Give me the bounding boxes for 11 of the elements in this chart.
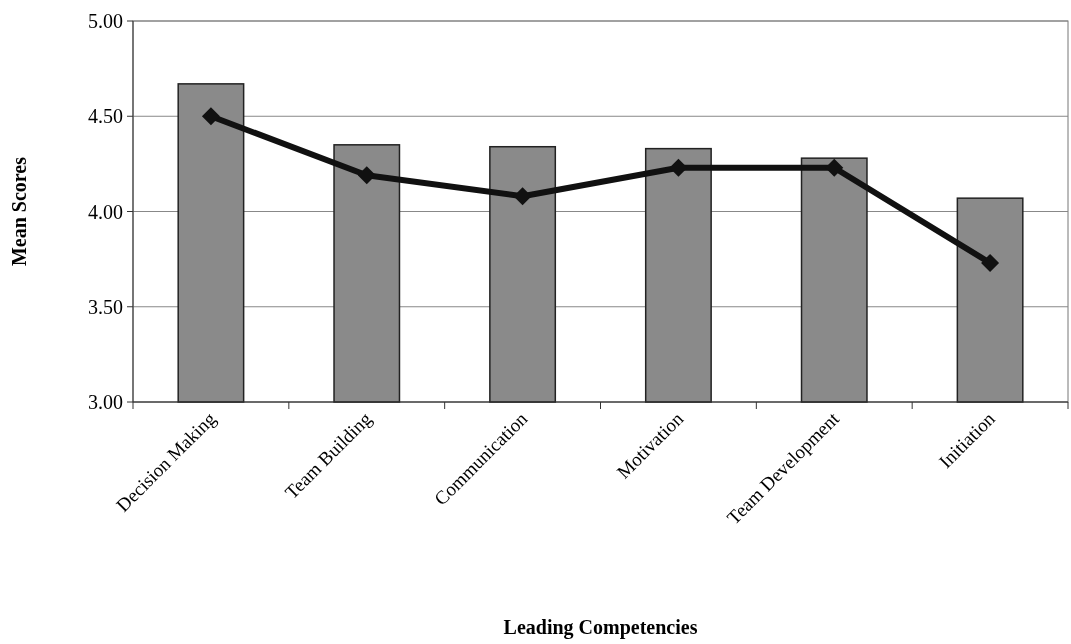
y-tick-label: 3.00 xyxy=(88,391,123,413)
y-tick-label: 4.50 xyxy=(88,105,123,128)
point xyxy=(357,166,376,185)
y-tick-label: 5.00 xyxy=(88,10,123,32)
x-axis-title: Leading Competencies xyxy=(503,616,698,639)
y-tick-label: 4.00 xyxy=(88,200,123,223)
y-axis-title: Mean Scores xyxy=(8,156,30,267)
point xyxy=(513,187,532,206)
point xyxy=(981,253,1000,272)
y-tick-label: 3.50 xyxy=(88,295,123,318)
point xyxy=(201,107,220,126)
